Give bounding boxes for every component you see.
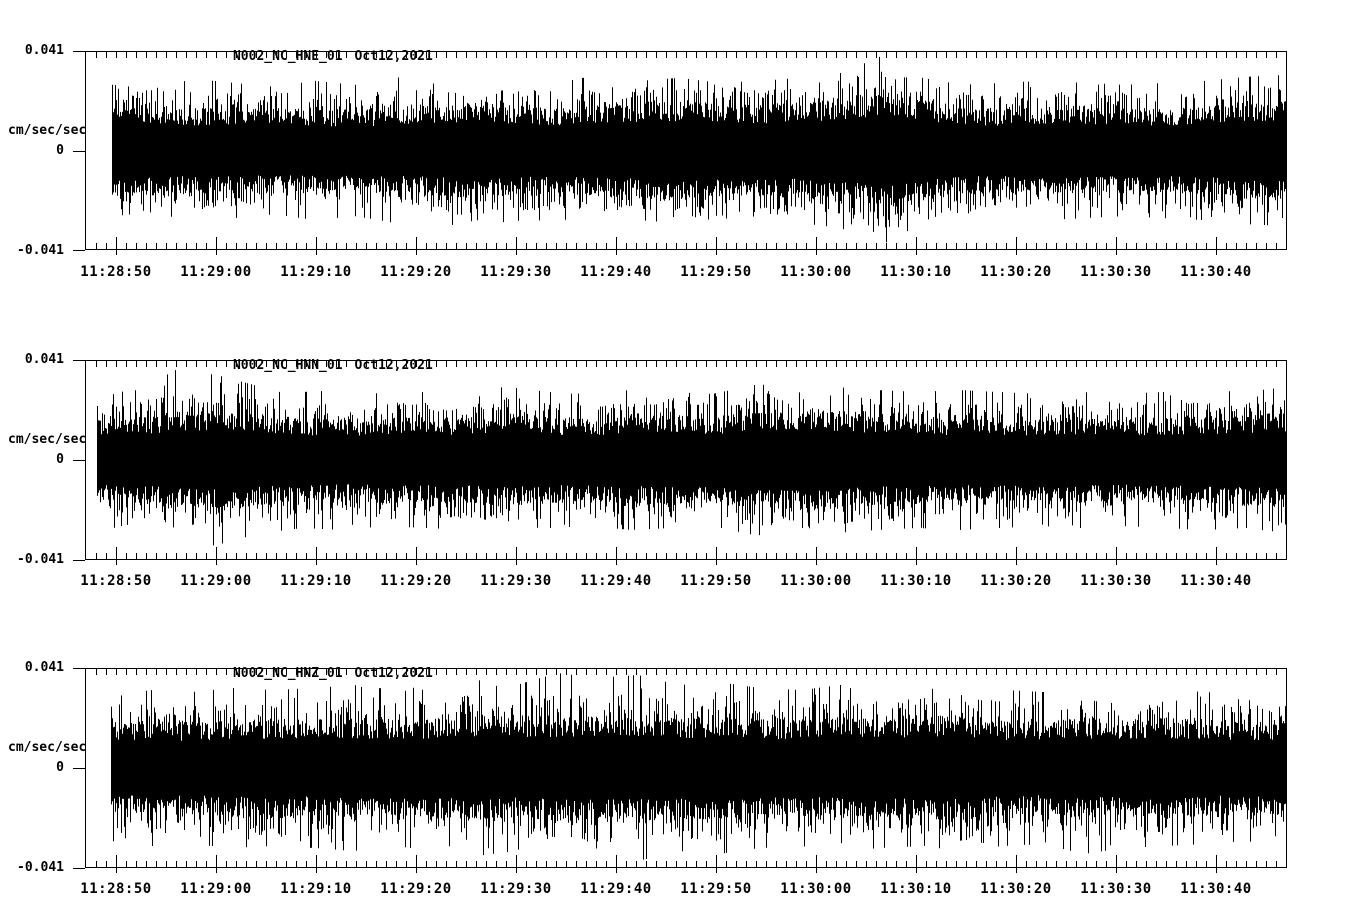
x-tick-label: 11:29:50 bbox=[680, 573, 752, 589]
x-tick-label: 11:29:10 bbox=[280, 264, 352, 280]
x-tick-label: 11:30:20 bbox=[980, 264, 1052, 280]
y-axis-zero-label: 0 bbox=[56, 760, 64, 775]
x-axis-labels: 11:28:50 11:29:00 11:29:10 11:29:20 11:29:30… bbox=[0, 574, 1358, 588]
y-axis-min-label: -0.041 bbox=[17, 860, 64, 875]
x-tick-label: 11:28:50 bbox=[80, 881, 152, 897]
x-axis-labels: 11:28:50 11:29:00 11:29:10 11:29:20 11:29:30… bbox=[0, 882, 1358, 896]
y-axis-unit-label: cm/sec/sec bbox=[8, 740, 87, 755]
x-tick-label: 11:29:20 bbox=[380, 264, 452, 280]
x-tick-label: 11:30:00 bbox=[780, 264, 852, 280]
x-tick-label: 11:30:30 bbox=[1080, 573, 1152, 589]
y-axis-min-label: -0.041 bbox=[17, 243, 64, 258]
x-tick-label: 11:30:30 bbox=[1080, 264, 1152, 280]
axis-ticks bbox=[73, 360, 1277, 565]
trace-id-label: N002_NC_HNE_01 bbox=[232, 49, 343, 64]
x-tick-label: 11:28:50 bbox=[80, 264, 152, 280]
x-tick-label: 11:30:10 bbox=[880, 264, 952, 280]
trace-id-label: N002_NC_HNN_01 bbox=[232, 358, 343, 373]
x-tick-label: 11:30:10 bbox=[880, 573, 952, 589]
x-tick-label: 11:29:10 bbox=[280, 881, 352, 897]
x-tick-label: 11:30:20 bbox=[980, 881, 1052, 897]
trace-date-label: Oct12,2021 bbox=[354, 49, 433, 64]
trace-date-label: Oct12,2021 bbox=[354, 666, 433, 681]
x-tick-label: 11:30:30 bbox=[1080, 881, 1152, 897]
x-tick-label: 11:28:50 bbox=[80, 573, 152, 589]
waveform-trace bbox=[112, 56, 1287, 243]
x-tick-label: 11:29:00 bbox=[180, 264, 252, 280]
x-tick-label: 11:30:10 bbox=[880, 881, 952, 897]
x-tick-label: 11:30:40 bbox=[1180, 881, 1252, 897]
x-tick-label: 11:29:00 bbox=[180, 573, 252, 589]
x-tick-label: 11:29:50 bbox=[680, 264, 752, 280]
x-tick-label: 11:30:40 bbox=[1180, 573, 1252, 589]
y-axis-min-label: -0.041 bbox=[17, 552, 64, 567]
y-axis-max-label: 0.041 bbox=[24, 352, 64, 367]
panel-title: N002_NC_HNN_01 Oct12,2021 bbox=[186, 345, 433, 373]
trace-id-label: N002_NC_HNZ_01 bbox=[232, 666, 343, 681]
x-tick-label: 11:29:00 bbox=[180, 881, 252, 897]
waveform-trace bbox=[111, 673, 1287, 860]
y-axis-unit-label: cm/sec/sec bbox=[8, 123, 87, 138]
panel-title: N002_NC_HNZ_01 Oct12,2021 bbox=[186, 653, 433, 681]
x-tick-label: 11:30:00 bbox=[780, 573, 852, 589]
y-axis-max-label: 0.041 bbox=[24, 43, 64, 58]
x-tick-label: 11:29:50 bbox=[680, 881, 752, 897]
x-tick-label: 11:29:30 bbox=[480, 264, 552, 280]
x-tick-label: 11:30:20 bbox=[980, 573, 1052, 589]
axis-ticks bbox=[73, 668, 1277, 873]
axis-ticks bbox=[73, 51, 1277, 255]
y-axis-zero-label: 0 bbox=[56, 452, 64, 467]
waveform-trace bbox=[97, 370, 1287, 546]
x-tick-label: 11:29:30 bbox=[480, 573, 552, 589]
trace-date-label: Oct12,2021 bbox=[354, 358, 433, 373]
x-tick-label: 11:29:40 bbox=[580, 573, 652, 589]
x-axis-labels: 11:28:50 11:29:00 11:29:10 11:29:20 11:29:30… bbox=[0, 265, 1358, 279]
y-axis-max-label: 0.041 bbox=[24, 660, 64, 675]
x-tick-label: 11:30:00 bbox=[780, 881, 852, 897]
x-tick-label: 11:29:40 bbox=[580, 881, 652, 897]
x-tick-label: 11:29:10 bbox=[280, 573, 352, 589]
y-axis-unit-label: cm/sec/sec bbox=[8, 432, 87, 447]
x-tick-label: 11:29:20 bbox=[380, 881, 452, 897]
x-tick-label: 11:29:20 bbox=[380, 573, 452, 589]
panel-title: N002_NC_HNE_01 Oct12,2021 bbox=[186, 36, 433, 64]
y-axis-zero-label: 0 bbox=[56, 143, 64, 158]
x-tick-label: 11:30:40 bbox=[1180, 264, 1252, 280]
x-tick-label: 11:29:40 bbox=[580, 264, 652, 280]
x-tick-label: 11:29:30 bbox=[480, 881, 552, 897]
